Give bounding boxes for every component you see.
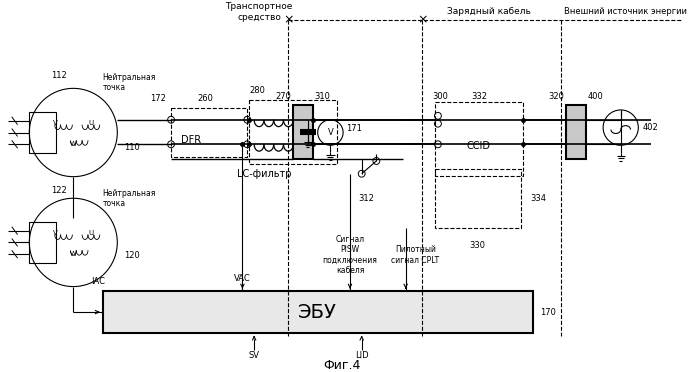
Text: CCID: CCID [467,141,491,151]
Bar [29,222,56,263]
Text: 260: 260 [197,94,213,103]
Text: 330: 330 [469,241,485,250]
Text: 402: 402 [642,123,658,132]
Text: 400: 400 [587,92,603,101]
Bar [435,169,521,228]
Bar [171,108,247,157]
Text: W: W [70,141,77,147]
Text: LID: LID [355,351,368,360]
Text: 171: 171 [346,124,362,133]
Text: ЭБУ: ЭБУ [298,302,337,321]
Text: Внешний источник энергии: Внешний источник энергии [564,7,687,16]
Text: U: U [88,230,94,235]
Text: ×: × [417,13,428,26]
Bar [29,112,56,153]
Text: 312: 312 [359,194,375,203]
Text: Нейтральная
точка: Нейтральная точка [103,189,156,208]
Text: 170: 170 [540,308,556,317]
Text: 112: 112 [51,71,66,80]
Text: 172: 172 [150,94,166,103]
Text: ×: × [283,13,294,26]
Text: LC-фильтр: LC-фильтр [237,169,291,179]
Text: SV: SV [249,351,259,360]
Text: V: V [53,120,58,126]
Text: Сигнал
PISW
подключения
кабеля: Сигнал PISW подключения кабеля [322,235,377,275]
Text: V: V [328,128,333,137]
Text: 270: 270 [275,92,291,101]
Text: VAC: VAC [234,274,251,283]
Text: 110: 110 [124,143,140,152]
Text: DFR: DFR [180,135,201,145]
Bar [566,105,586,159]
Text: U: U [88,120,94,126]
Bar [294,105,313,159]
Text: Нейтральная
точка: Нейтральная точка [103,73,156,92]
Text: W: W [70,251,77,257]
Text: Транспортное
средство: Транспортное средство [225,2,293,22]
Text: 320: 320 [548,92,564,101]
Text: IAC: IAC [91,277,105,286]
Bar [435,102,523,176]
Bar [250,100,337,164]
Text: 300: 300 [432,92,448,101]
Text: 310: 310 [315,92,331,101]
Text: 332: 332 [471,92,487,101]
Text: Фиг.4: Фиг.4 [324,359,361,372]
Text: 334: 334 [530,194,546,203]
Text: Пилотный
сигнал CPLT: Пилотный сигнал CPLT [391,246,440,265]
Text: 120: 120 [124,251,140,260]
Text: 122: 122 [51,186,66,195]
Text: V: V [53,230,58,235]
Text: 280: 280 [250,86,265,95]
Bar [103,292,533,333]
Text: Зарядный кабель: Зарядный кабель [447,7,531,16]
